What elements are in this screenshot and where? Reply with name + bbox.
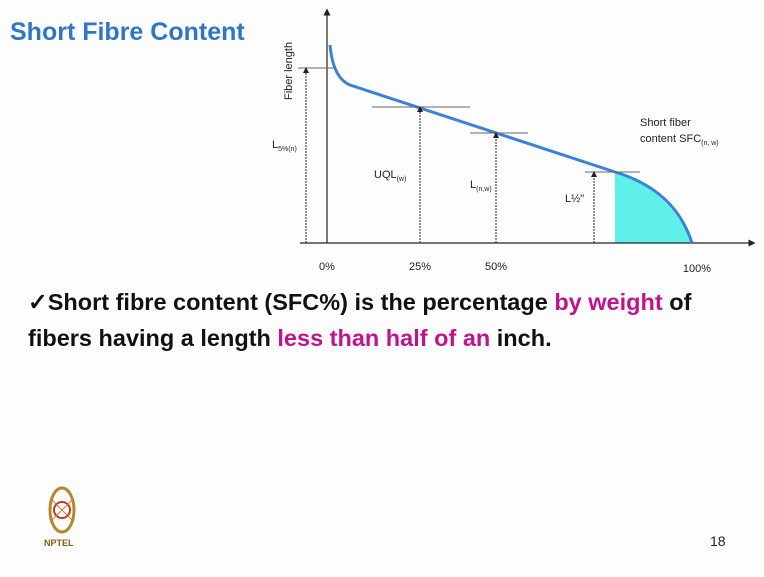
x-label: 0% bbox=[319, 261, 335, 273]
highlight-text: by weight bbox=[554, 289, 663, 315]
text: inch. bbox=[490, 325, 552, 351]
bullet-text: ✓Short fibre content (SFC%) is the perce… bbox=[28, 284, 758, 356]
page-number: 18 bbox=[710, 533, 726, 549]
region-label: content SFC(n, w) bbox=[640, 133, 719, 147]
label: L½" bbox=[565, 193, 584, 205]
label: L(n,w) bbox=[470, 179, 492, 193]
sfc-region bbox=[615, 172, 692, 243]
label: L5%(n) bbox=[272, 139, 297, 153]
x-label: 50% bbox=[485, 261, 507, 273]
x-label: 25% bbox=[409, 261, 431, 273]
text: Short fibre content (SFC%) is the percen… bbox=[47, 289, 555, 315]
highlight-text: less than half of an bbox=[277, 325, 491, 351]
logo-text: NPTEL bbox=[44, 538, 74, 548]
y-axis-label: Fiber length bbox=[283, 42, 295, 100]
logo bbox=[48, 486, 76, 534]
region-label: Short fiber bbox=[640, 117, 691, 129]
x-label: 100% bbox=[683, 263, 711, 275]
slide-title: Short Fibre Content bbox=[10, 18, 245, 46]
arrows bbox=[303, 67, 597, 243]
check-mark: ✓ bbox=[28, 289, 48, 315]
text: of fibers having a length bbox=[28, 289, 692, 351]
label: UQL(w) bbox=[374, 169, 406, 183]
